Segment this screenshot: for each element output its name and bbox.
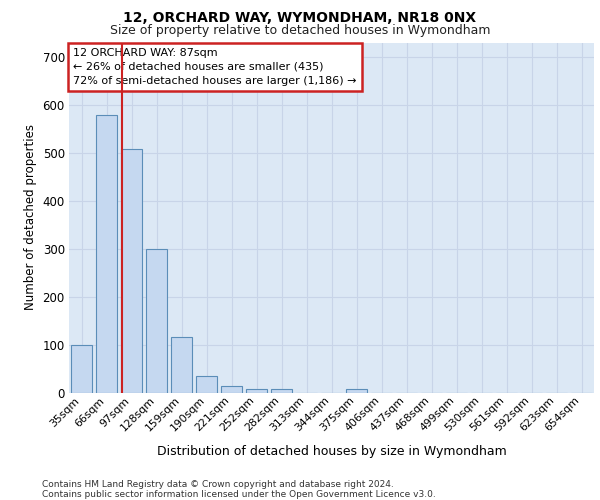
Y-axis label: Number of detached properties: Number of detached properties: [24, 124, 37, 310]
Bar: [271, 389, 292, 392]
Text: 12 ORCHARD WAY: 87sqm
← 26% of detached houses are smaller (435)
72% of semi-det: 12 ORCHARD WAY: 87sqm ← 26% of detached …: [73, 48, 356, 86]
Bar: [146, 248, 167, 392]
Bar: [246, 388, 267, 392]
Text: Size of property relative to detached houses in Wymondham: Size of property relative to detached ho…: [110, 24, 490, 37]
Bar: [196, 376, 217, 392]
Text: 12, ORCHARD WAY, WYMONDHAM, NR18 0NX: 12, ORCHARD WAY, WYMONDHAM, NR18 0NX: [124, 12, 476, 26]
Bar: [346, 389, 367, 392]
Bar: [96, 116, 117, 392]
Bar: [71, 344, 92, 393]
X-axis label: Distribution of detached houses by size in Wymondham: Distribution of detached houses by size …: [157, 444, 506, 458]
Bar: [121, 150, 142, 392]
Bar: [221, 386, 242, 392]
Bar: [171, 337, 192, 392]
Text: Contains HM Land Registry data © Crown copyright and database right 2024.
Contai: Contains HM Land Registry data © Crown c…: [42, 480, 436, 499]
